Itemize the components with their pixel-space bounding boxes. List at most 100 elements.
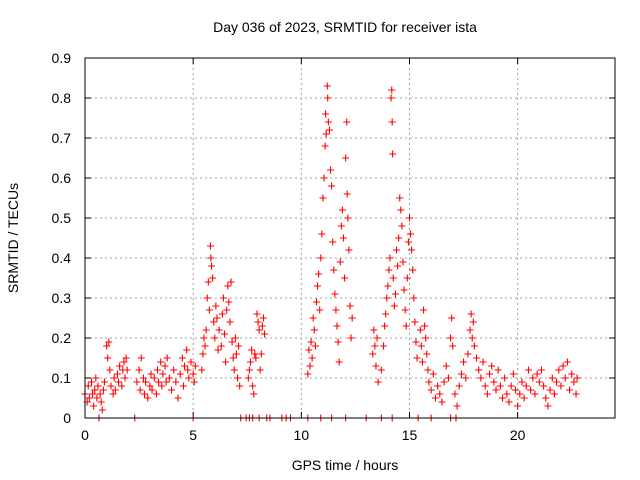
data-point [466, 326, 474, 334]
data-point [386, 254, 394, 262]
x-tick-label: 20 [510, 427, 526, 443]
data-point [522, 382, 530, 390]
data-point [321, 142, 329, 150]
data-point [516, 390, 524, 398]
data-point [91, 386, 99, 394]
data-point [557, 382, 565, 390]
data-point [370, 326, 378, 334]
data-point [505, 398, 513, 406]
data-point [399, 258, 407, 266]
data-point [389, 150, 397, 158]
data-point [183, 346, 191, 354]
data-point [179, 382, 187, 390]
data-point [390, 302, 398, 310]
data-point [405, 214, 413, 222]
data-point [97, 398, 105, 406]
data-point [540, 382, 548, 390]
data-point [142, 378, 150, 386]
data-point [306, 362, 314, 370]
data-point [424, 366, 432, 374]
data-point [231, 334, 239, 342]
data-point [255, 326, 263, 334]
data-point [397, 206, 405, 214]
y-tick-label: 0.2 [52, 330, 72, 346]
data-point [257, 350, 265, 358]
data-point [229, 354, 237, 362]
data-point [170, 366, 178, 374]
x-tick-label: 5 [189, 427, 197, 443]
data-point [468, 334, 476, 342]
data-point [477, 374, 485, 382]
data-point [230, 366, 238, 374]
data-point [503, 390, 511, 398]
data-point [467, 310, 475, 318]
data-point [198, 366, 206, 374]
data-point [409, 266, 417, 274]
data-point [494, 366, 502, 374]
data-point [92, 374, 100, 382]
data-point [550, 390, 558, 398]
data-point [385, 266, 393, 274]
y-tick-label: 0 [63, 410, 71, 426]
data-point [251, 350, 259, 358]
data-point [330, 266, 338, 274]
y-tick-label: 0.9 [52, 50, 72, 66]
data-point [346, 302, 354, 310]
data-point [152, 390, 160, 398]
data-point [449, 342, 457, 350]
data-point [325, 126, 333, 134]
data-point [162, 378, 170, 386]
data-point [408, 246, 416, 254]
data-point [561, 374, 569, 382]
data-point [332, 306, 340, 314]
data-point [542, 394, 550, 402]
data-point [470, 342, 478, 350]
data-point [224, 282, 232, 290]
data-point [236, 382, 244, 390]
data-point [322, 130, 330, 138]
data-point [559, 362, 567, 370]
data-point [123, 366, 131, 374]
data-point [421, 322, 429, 330]
data-point [401, 306, 409, 314]
plot-frame [84, 57, 616, 419]
data-point [147, 370, 155, 378]
data-point [199, 350, 207, 358]
data-point [429, 370, 437, 378]
data-point [246, 358, 254, 366]
data-point [338, 206, 346, 214]
y-axis-label: SRMTID / TECUs [5, 183, 21, 293]
data-point [391, 290, 399, 298]
data-point [524, 366, 532, 374]
data-point [511, 386, 519, 394]
data-point [205, 306, 213, 314]
data-point [403, 274, 411, 282]
data-point [394, 262, 402, 270]
data-point [227, 278, 235, 286]
data-point [153, 366, 161, 374]
data-point [121, 374, 129, 382]
data-point [382, 310, 390, 318]
data-point [155, 378, 163, 386]
data-point [105, 338, 113, 346]
data-point [113, 370, 121, 378]
data-point [99, 386, 107, 394]
data-point [211, 334, 219, 342]
data-point [568, 370, 576, 378]
y-tick-label: 0.3 [52, 290, 72, 306]
data-point [455, 382, 463, 390]
data-point [453, 402, 461, 410]
data-point [427, 386, 435, 394]
data-point [573, 374, 581, 382]
data-point [387, 94, 395, 102]
data-point [411, 318, 419, 326]
data-point [533, 370, 541, 378]
data-point [136, 386, 144, 394]
data-point [377, 366, 385, 374]
data-point [309, 314, 317, 322]
data-point [200, 334, 208, 342]
data-point [486, 370, 494, 378]
data-point [373, 334, 381, 342]
data-point [431, 394, 439, 402]
data-point [107, 382, 115, 390]
